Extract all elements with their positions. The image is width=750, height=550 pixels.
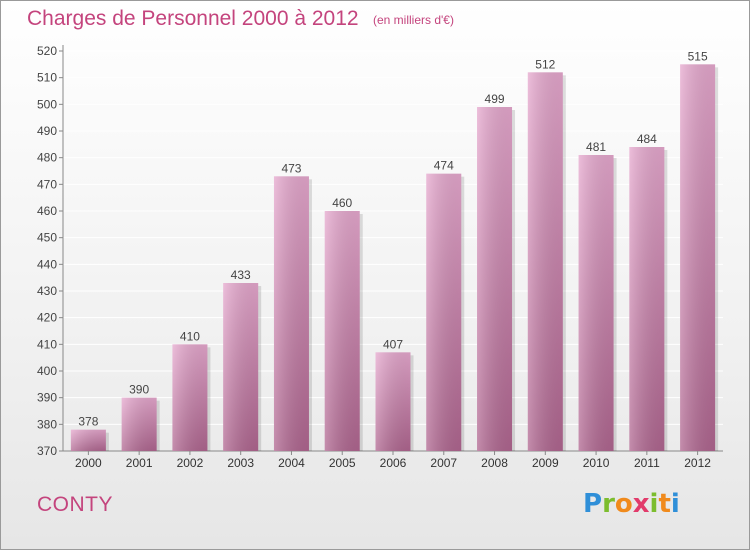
x-tick-label: 2012 — [684, 456, 711, 470]
x-tick-label: 2004 — [278, 456, 305, 470]
y-tick-label: 490 — [37, 124, 57, 138]
y-tick-label: 380 — [37, 417, 57, 431]
bar-highlight — [426, 173, 462, 451]
bar-highlight — [223, 283, 259, 451]
x-tick-label: 2009 — [532, 456, 559, 470]
x-tick-label: 2006 — [380, 456, 407, 470]
bar-highlight — [629, 147, 665, 451]
data-label: 512 — [535, 57, 555, 71]
x-tick-label: 2003 — [227, 456, 254, 470]
bar-highlight — [578, 155, 614, 451]
data-label: 474 — [434, 159, 454, 173]
bar-highlight — [121, 397, 157, 451]
bar-highlight — [172, 344, 208, 451]
y-tick-label: 370 — [37, 444, 57, 458]
data-label: 473 — [281, 161, 301, 175]
bar-highlight — [375, 352, 411, 451]
y-tick-label: 460 — [37, 204, 57, 218]
y-tick-label: 470 — [37, 177, 57, 191]
bar-highlight — [477, 107, 513, 451]
data-label: 378 — [78, 415, 98, 429]
y-tick-label: 500 — [37, 97, 57, 111]
y-tick-label: 390 — [37, 391, 57, 405]
town-name: CONTY — [37, 493, 113, 516]
y-tick-label: 430 — [37, 284, 57, 298]
x-tick-label: 2010 — [583, 456, 610, 470]
y-tick-label: 400 — [37, 364, 57, 378]
y-tick-label: 520 — [37, 44, 57, 58]
x-tick-label: 2001 — [126, 456, 153, 470]
x-tick-label: 2011 — [634, 456, 660, 470]
data-label: 407 — [383, 337, 403, 351]
y-tick-label: 420 — [37, 311, 57, 325]
axes: 370 380 390 400 410 420 430 440 450 460 470 480 490 5… — [37, 44, 723, 470]
data-label: 433 — [231, 268, 251, 282]
y-tick-label: 480 — [37, 151, 57, 165]
x-tick-label: 2005 — [329, 456, 356, 470]
y-tick-label: 440 — [37, 257, 57, 271]
data-label: 499 — [485, 92, 505, 106]
value-labels: 378 390 410 433 473 460 407 474 499 512 481 484 515 — [78, 49, 708, 428]
data-label: 410 — [180, 329, 200, 343]
data-label: 460 — [332, 196, 352, 210]
bar-highlight — [324, 211, 360, 451]
data-label: 390 — [129, 383, 149, 397]
data-label: 484 — [637, 132, 657, 146]
bars — [70, 64, 719, 452]
bar-highlight — [273, 176, 309, 452]
x-tick-label: 2007 — [430, 456, 457, 470]
y-tick-label: 450 — [37, 231, 57, 245]
data-label: 481 — [586, 140, 606, 154]
bar-highlight — [680, 64, 716, 452]
proxiti-logo: Proxiti — [583, 489, 680, 519]
x-tick-label: 2000 — [75, 456, 102, 470]
y-tick-label: 410 — [37, 337, 57, 351]
data-label: 515 — [688, 49, 708, 63]
x-tick-label: 2002 — [177, 456, 204, 470]
y-tick-label: 510 — [37, 71, 57, 85]
chart-subtitle: (en milliers d'€) — [373, 13, 454, 27]
chart-title: Charges de Personnel 2000 à 2012 — [27, 7, 359, 30]
bar-highlight — [527, 72, 563, 451]
x-tick-label: 2008 — [481, 456, 508, 470]
bar-highlight — [70, 429, 106, 451]
